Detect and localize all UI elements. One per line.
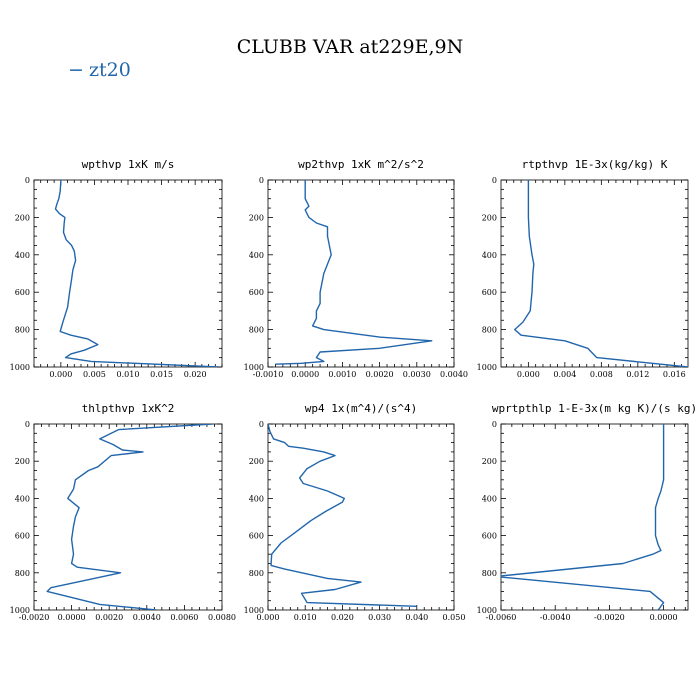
plot-frame (500, 423, 689, 611)
y-tick-label: 200 (15, 213, 30, 222)
y-tick-label: 400 (249, 494, 264, 503)
y-tick-label: 400 (15, 494, 30, 503)
y-tick-label: 800 (249, 569, 264, 578)
x-tick-label: -0.0020 (19, 613, 50, 622)
x-tick-label: 0.000 (49, 370, 72, 379)
x-tick-label: 0.0040 (133, 613, 161, 622)
x-tick-label: -0.0040 (540, 613, 571, 622)
y-tick-label: 0 (25, 420, 30, 429)
y-tick-label: 200 (482, 213, 497, 222)
x-tick-label: 0.010 (294, 613, 317, 622)
y-tick-label: 600 (482, 288, 497, 297)
series-line-zt20 (46, 424, 213, 610)
plot-frame (33, 179, 223, 368)
panel-title: rtpthvp 1E-3x(kg/kg) K (522, 158, 668, 171)
y-tick-label: 600 (15, 532, 30, 541)
legend: − zt20 (68, 59, 131, 81)
x-tick-label: 0.0040 (440, 370, 468, 379)
x-tick-label: 0.010 (117, 370, 140, 379)
x-tick-label: 0.0000 (291, 370, 319, 379)
panel-2: wp2thvp 1xK m^2/s^2 0 200 400 600 800 1000-0.0… (244, 158, 468, 379)
x-tick-label: 0.012 (626, 370, 649, 379)
plot-frame (267, 179, 455, 368)
y-tick-label: 600 (249, 532, 264, 541)
legend-label: zt20 (89, 59, 131, 81)
y-tick-label: 800 (482, 326, 497, 335)
y-tick-label: 200 (249, 457, 264, 466)
x-tick-label: -0.0060 (486, 613, 517, 622)
panel-4: thlpthvp 1xK^2 0 200 400 600 800 1000-0.0020 0.… (10, 402, 236, 622)
x-tick-label: 0.004 (553, 370, 576, 379)
x-tick-label: 0.0010 (328, 370, 356, 379)
y-tick-label: 1000 (477, 363, 497, 372)
figure-title: CLUBB VAR at229E,9N (237, 36, 463, 58)
y-tick-label: 600 (249, 288, 264, 297)
x-tick-label: 0.016 (663, 370, 686, 379)
panel-title: wprtpthlp 1-E-3x(m kg K)/(s kg) (492, 402, 697, 415)
y-tick-label: 1000 (477, 606, 497, 615)
y-tick-label: 0 (492, 176, 497, 185)
x-tick-label: 0.030 (368, 613, 391, 622)
y-tick-label: 0 (259, 420, 264, 429)
x-tick-label: -0.0020 (594, 613, 625, 622)
x-tick-label: 0.020 (184, 370, 207, 379)
y-tick-label: 200 (249, 213, 264, 222)
panel-title: thlpthvp 1xK^2 (82, 402, 175, 415)
plot-frame (33, 423, 223, 611)
panel-title: wpthvp 1xK m/s (82, 158, 175, 171)
y-tick-label: 400 (15, 251, 30, 260)
panel-title: wp2thvp 1xK m^2/s^2 (298, 158, 424, 171)
y-tick-label: 800 (15, 326, 30, 335)
x-tick-label: 0.000 (257, 613, 280, 622)
x-tick-label: 0.005 (83, 370, 106, 379)
panel-3: rtpthvp 1E-3x(kg/kg) K 0 200 400 600 800 1000 0… (477, 158, 689, 379)
x-tick-label: 0.0060 (170, 613, 198, 622)
y-tick-label: 1000 (244, 606, 264, 615)
x-tick-label: 0.008 (590, 370, 613, 379)
series-line-zt20 (275, 180, 433, 365)
x-tick-label: 0.0020 (95, 613, 123, 622)
y-tick-label: 1000 (10, 606, 30, 615)
y-tick-label: 800 (249, 326, 264, 335)
series-line-zt20 (501, 424, 665, 610)
panel-title: wp4 1x(m^4)/(s^4) (305, 402, 418, 415)
y-tick-label: 200 (482, 457, 497, 466)
x-tick-label: 0.040 (405, 613, 428, 622)
x-tick-label: 0.050 (443, 613, 466, 622)
y-tick-label: 0 (492, 420, 497, 429)
y-tick-label: 800 (482, 569, 497, 578)
y-tick-label: 600 (482, 532, 497, 541)
x-tick-label: 0.015 (150, 370, 173, 379)
y-tick-label: 800 (15, 569, 30, 578)
y-tick-label: 1000 (244, 363, 264, 372)
x-tick-label: 0.0000 (58, 613, 86, 622)
x-tick-label: 0.000 (517, 370, 540, 379)
x-tick-label: -0.0010 (253, 370, 284, 379)
panel-6: wprtpthlp 1-E-3x(m kg K)/(s kg) 0 200 400 60… (477, 402, 698, 622)
panel-1: wpthvp 1xK m/s 0 200 400 600 800 1000 0.000 0.00… (10, 158, 223, 379)
y-tick-label: 200 (15, 457, 30, 466)
x-tick-label: 0.020 (331, 613, 354, 622)
legend-marker: − (68, 59, 84, 81)
x-tick-label: 0.0020 (366, 370, 394, 379)
y-tick-label: 400 (249, 251, 264, 260)
x-tick-label: 0.0030 (403, 370, 431, 379)
y-tick-label: 600 (15, 288, 30, 297)
y-tick-label: 0 (259, 176, 264, 185)
y-tick-label: 400 (482, 251, 497, 260)
y-tick-label: 0 (25, 176, 30, 185)
x-tick-label: 0.0000 (650, 613, 678, 622)
series-line-zt20 (514, 180, 688, 367)
y-tick-label: 400 (482, 494, 497, 503)
x-tick-label: 0.0080 (208, 613, 236, 622)
series-line-zt20 (54, 180, 219, 367)
y-tick-label: 1000 (10, 363, 30, 372)
series-line-zt20 (268, 424, 417, 607)
